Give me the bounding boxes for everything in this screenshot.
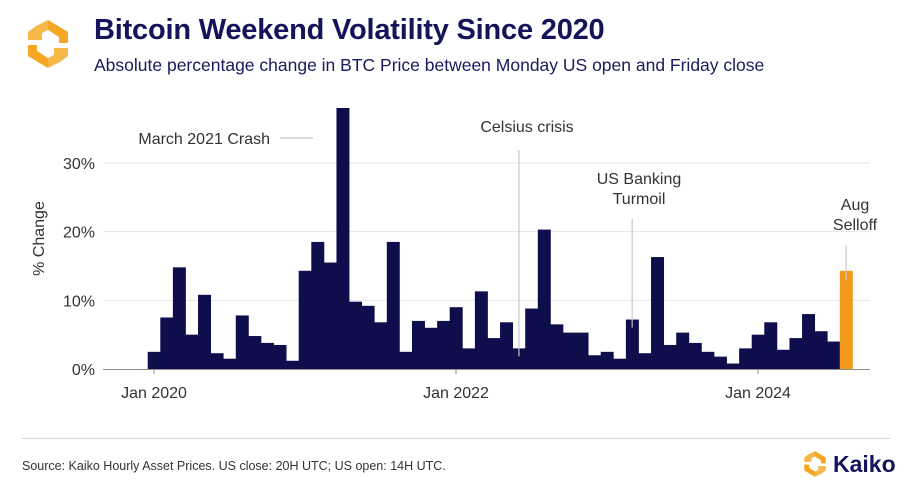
bar bbox=[462, 348, 476, 369]
kaiko-logo-icon bbox=[28, 20, 68, 68]
annotation-label: March 2021 Crash bbox=[138, 131, 270, 148]
y-tick-label: 0% bbox=[72, 362, 95, 379]
bar bbox=[374, 322, 388, 369]
x-tick-label: Jan 2020 bbox=[121, 385, 187, 402]
bar bbox=[701, 351, 715, 369]
bar bbox=[663, 344, 677, 369]
bar bbox=[323, 262, 337, 369]
bar bbox=[260, 342, 274, 369]
bar bbox=[424, 327, 438, 369]
grid-lines bbox=[103, 162, 870, 301]
bar bbox=[449, 307, 463, 369]
bar bbox=[286, 360, 300, 369]
bar bbox=[651, 257, 665, 369]
bar bbox=[575, 332, 589, 369]
bar bbox=[525, 308, 539, 369]
bar bbox=[147, 351, 161, 369]
bar bbox=[210, 353, 224, 369]
bar bbox=[751, 334, 765, 369]
bar bbox=[802, 314, 816, 369]
chart-title: Bitcoin Weekend Volatility Since 2020 bbox=[94, 14, 605, 46]
bar bbox=[625, 319, 639, 369]
annotations: March 2021 Crash Celsius crisis US Banking… bbox=[138, 119, 878, 357]
bars bbox=[147, 108, 853, 369]
bar bbox=[336, 108, 350, 369]
bar bbox=[688, 342, 702, 369]
bar bbox=[172, 267, 186, 369]
bar bbox=[411, 320, 425, 369]
bar bbox=[235, 315, 249, 369]
bar bbox=[726, 363, 740, 369]
y-tick-label: 10% bbox=[63, 293, 95, 310]
bar bbox=[487, 338, 501, 369]
y-tick-label: 20% bbox=[63, 225, 95, 242]
bar bbox=[437, 320, 451, 369]
bar bbox=[537, 229, 551, 369]
bar bbox=[500, 322, 514, 369]
x-tick-label: Jan 2024 bbox=[725, 385, 791, 402]
highlight-bar bbox=[839, 270, 853, 369]
bar bbox=[739, 348, 753, 369]
bar bbox=[550, 324, 564, 369]
bar bbox=[474, 291, 488, 369]
annotation-label: US Banking Turmoil bbox=[597, 171, 682, 208]
bar bbox=[827, 341, 841, 369]
bar bbox=[789, 338, 803, 369]
brand-name: Kaiko bbox=[833, 451, 896, 477]
bar bbox=[562, 332, 576, 369]
bar bbox=[248, 336, 262, 369]
annotation-label: Celsius crisis bbox=[480, 119, 573, 136]
bar bbox=[311, 241, 325, 369]
bar bbox=[588, 355, 602, 369]
annotation-label: Aug Selloff bbox=[833, 197, 878, 234]
bar bbox=[764, 322, 778, 369]
kaiko-brand: Kaiko bbox=[801, 448, 909, 482]
y-tick-label: 30% bbox=[63, 156, 95, 173]
bar bbox=[160, 317, 174, 369]
bar bbox=[198, 294, 212, 369]
bar bbox=[399, 351, 413, 369]
bar bbox=[512, 348, 526, 369]
x-tick-label: Jan 2022 bbox=[423, 385, 489, 402]
volatility-bar-chart: 0% 10% 20% 30% % Change Jan 2020 Jan 2022 Jan 2… bbox=[31, 108, 878, 402]
bar bbox=[814, 331, 828, 369]
chart-subtitle: Absolute percentage change in BTC Price … bbox=[94, 55, 765, 75]
bar bbox=[776, 349, 790, 369]
bar bbox=[600, 351, 614, 369]
axes: 0% 10% 20% 30% % Change Jan 2020 Jan 2022 Jan 2… bbox=[31, 156, 870, 402]
bar bbox=[386, 241, 400, 369]
bar bbox=[273, 344, 287, 369]
bar bbox=[349, 301, 363, 369]
bar bbox=[223, 358, 237, 369]
y-axis-label: % Change bbox=[31, 201, 48, 276]
source-note: Source: Kaiko Hourly Asset Prices. US cl… bbox=[22, 459, 446, 473]
bar bbox=[638, 353, 652, 369]
footer-divider bbox=[22, 438, 890, 439]
bar bbox=[613, 358, 627, 369]
bar bbox=[185, 334, 199, 369]
bar bbox=[298, 270, 312, 369]
kaiko-brand-icon bbox=[804, 451, 826, 477]
bar bbox=[713, 356, 727, 369]
bar bbox=[676, 332, 690, 369]
bar bbox=[361, 305, 375, 369]
